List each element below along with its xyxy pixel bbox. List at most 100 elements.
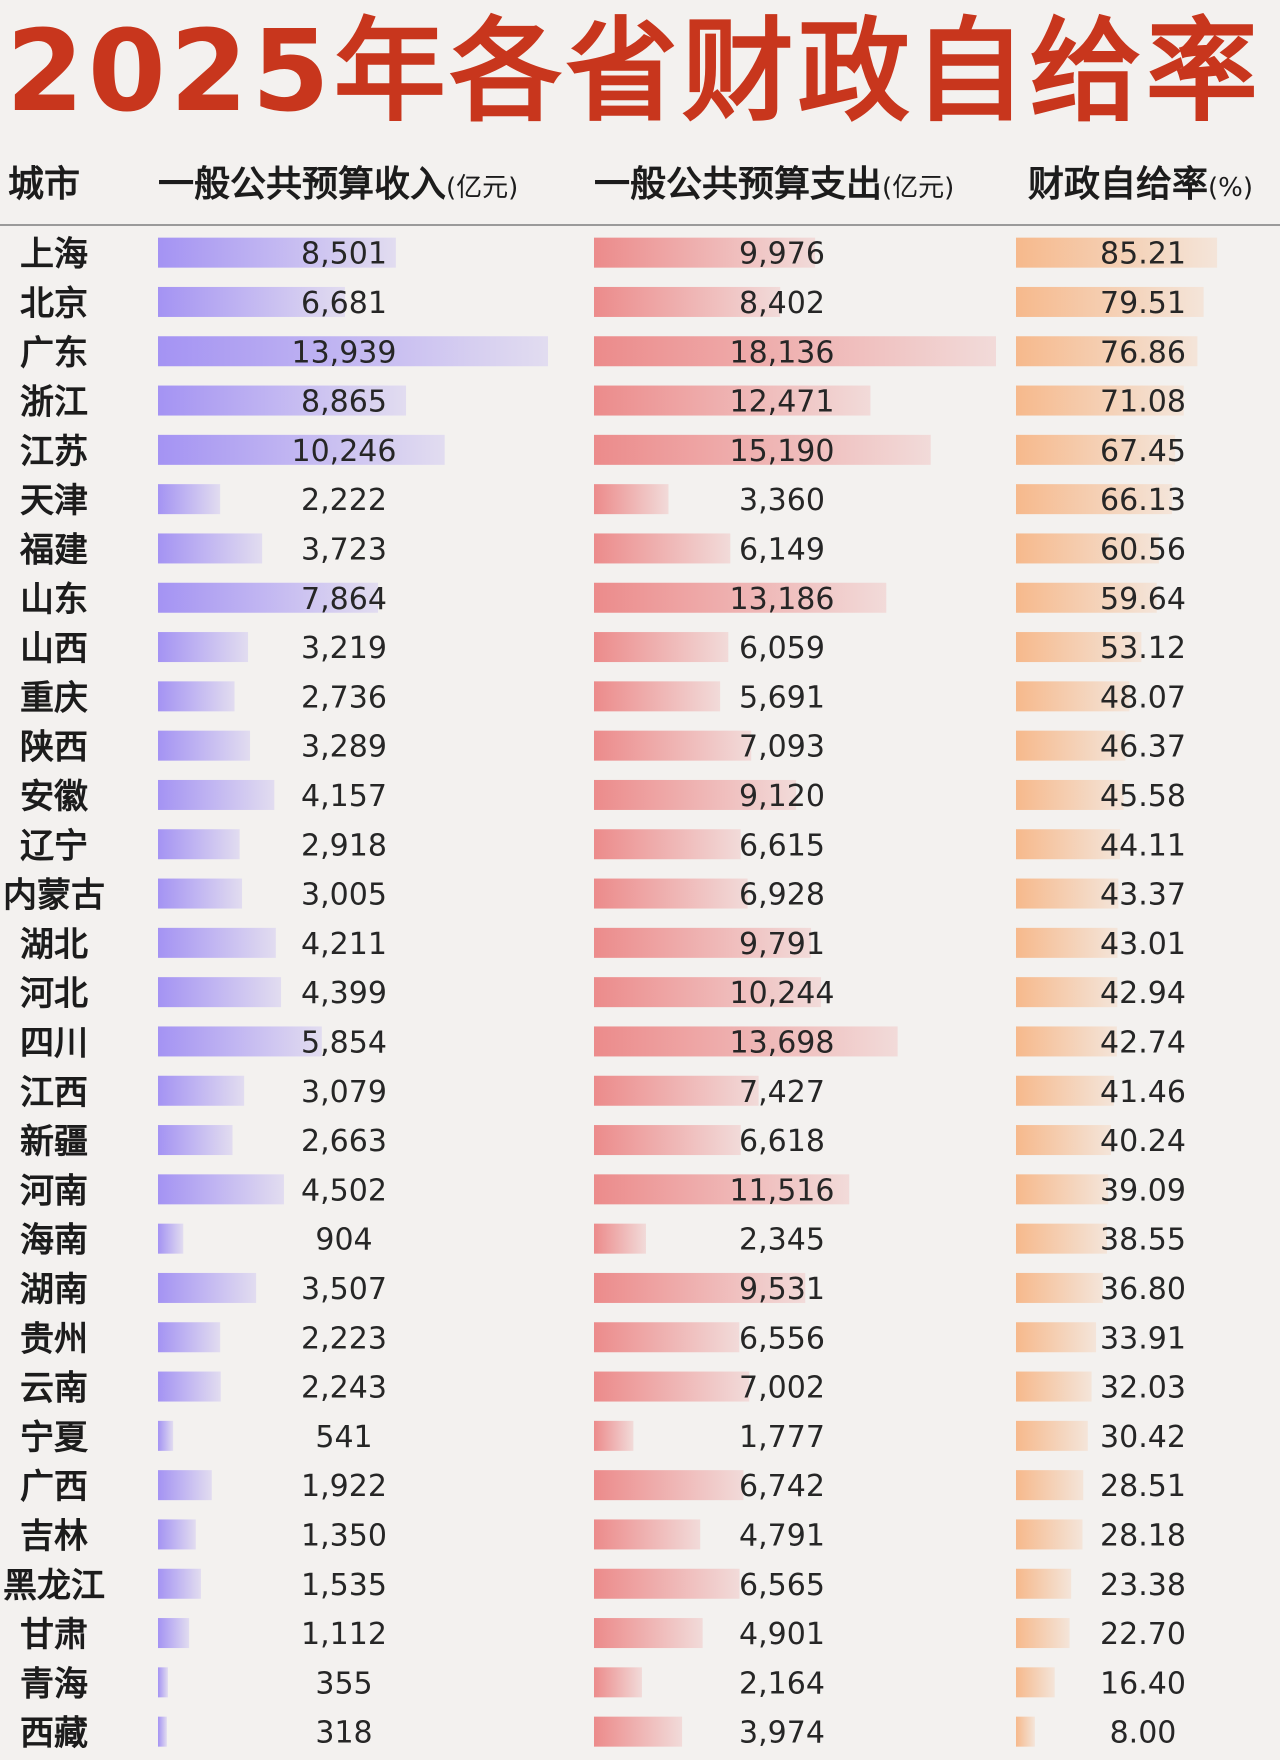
expenditure-bar bbox=[594, 1618, 703, 1649]
revenue-value-label: 13,939 bbox=[292, 335, 397, 370]
city-label: 四川 bbox=[20, 1023, 88, 1063]
table-row: 西藏 318 3,974 8.00 bbox=[20, 1714, 1176, 1754]
revenue-bar bbox=[158, 730, 251, 761]
ratio-value-label: 28.51 bbox=[1100, 1469, 1186, 1504]
city-label: 浙江 bbox=[20, 383, 88, 423]
table-row: 河北 4,399 10,244 42.94 bbox=[20, 974, 1186, 1014]
ratio-value-label: 43.01 bbox=[1100, 927, 1186, 962]
expenditure-bar bbox=[594, 286, 781, 317]
revenue-bar bbox=[158, 1174, 284, 1205]
expenditure-value-label: 3,360 bbox=[739, 483, 825, 518]
city-label: 广西 bbox=[20, 1467, 88, 1507]
revenue-value-label: 6,681 bbox=[301, 286, 387, 321]
ratio-value-label: 42.94 bbox=[1100, 976, 1186, 1011]
revenue-bar bbox=[158, 237, 396, 268]
city-label: 江苏 bbox=[20, 432, 88, 472]
city-label: 山西 bbox=[20, 629, 88, 669]
ratio-bar bbox=[1016, 484, 1173, 515]
revenue-value-label: 2,736 bbox=[301, 680, 387, 715]
expenditure-value-label: 6,565 bbox=[739, 1568, 825, 1603]
expenditure-value-label: 6,149 bbox=[739, 532, 825, 567]
table-row: 新疆 2,663 6,618 40.24 bbox=[20, 1122, 1186, 1162]
ratio-bar bbox=[1016, 1618, 1070, 1649]
revenue-bar bbox=[158, 484, 221, 515]
city-label: 江西 bbox=[20, 1073, 88, 1113]
ratio-value-label: 46.37 bbox=[1100, 730, 1186, 765]
ratio-bar bbox=[1016, 434, 1176, 465]
revenue-bar bbox=[158, 632, 249, 663]
expenditure-bar bbox=[594, 1174, 850, 1205]
ratio-bar bbox=[1016, 878, 1119, 909]
city-label: 北京 bbox=[20, 284, 88, 324]
expenditure-value-label: 13,698 bbox=[730, 1025, 835, 1060]
city-label: 青海 bbox=[20, 1664, 88, 1704]
expenditure-value-label: 9,791 bbox=[739, 927, 825, 962]
table-row: 青海 355 2,164 16.40 bbox=[20, 1664, 1186, 1704]
ratio-value-label: 85.21 bbox=[1100, 237, 1186, 272]
ratio-value-label: 30.42 bbox=[1100, 1420, 1186, 1455]
ratio-bar bbox=[1016, 1272, 1103, 1303]
revenue-value-label: 1,112 bbox=[301, 1617, 387, 1652]
expenditure-value-label: 5,691 bbox=[739, 680, 825, 715]
revenue-value-label: 904 bbox=[315, 1223, 372, 1258]
city-label: 湖北 bbox=[20, 925, 88, 965]
ratio-bar bbox=[1016, 1026, 1117, 1057]
ratio-value-label: 42.74 bbox=[1100, 1025, 1186, 1060]
expenditure-bar bbox=[594, 1322, 740, 1353]
city-label: 天津 bbox=[20, 481, 88, 521]
expenditure-value-label: 1,777 bbox=[739, 1420, 825, 1455]
expenditure-value-label: 13,186 bbox=[730, 582, 835, 617]
revenue-value-label: 8,501 bbox=[301, 237, 387, 272]
table-row: 江苏 10,246 15,190 67.45 bbox=[20, 432, 1186, 472]
header-ratio-unit: (%) bbox=[1208, 173, 1254, 203]
expenditure-bar bbox=[594, 582, 887, 613]
table-row: 福建 3,723 6,149 60.56 bbox=[19, 530, 1186, 570]
ratio-value-label: 43.37 bbox=[1100, 878, 1186, 913]
ratio-value-label: 32.03 bbox=[1100, 1371, 1186, 1406]
city-label: 宁夏 bbox=[20, 1418, 89, 1458]
ratio-value-label: 53.12 bbox=[1100, 631, 1186, 666]
expenditure-value-label: 7,093 bbox=[739, 730, 825, 765]
city-label: 重庆 bbox=[20, 678, 88, 718]
header-expenditure: 一般公共预算支出(亿元) bbox=[594, 150, 954, 220]
expenditure-bar bbox=[594, 1223, 646, 1254]
revenue-bar bbox=[158, 829, 240, 860]
expenditure-bar bbox=[594, 927, 812, 958]
table-row: 云南 2,243 7,002 32.03 bbox=[20, 1369, 1186, 1409]
ratio-bar bbox=[1016, 1371, 1092, 1402]
revenue-bar bbox=[158, 385, 407, 416]
expenditure-value-label: 6,928 bbox=[739, 878, 825, 913]
revenue-bar bbox=[158, 1371, 221, 1402]
table-row: 北京 6,681 8,402 79.51 bbox=[20, 284, 1204, 324]
city-label: 湖南 bbox=[20, 1270, 88, 1310]
expenditure-value-label: 6,618 bbox=[739, 1124, 825, 1159]
revenue-value-label: 2,918 bbox=[301, 828, 387, 863]
revenue-bar bbox=[158, 1618, 190, 1649]
table-row: 天津 2,222 3,360 66.13 bbox=[20, 481, 1186, 521]
ratio-bar bbox=[1016, 632, 1142, 663]
expenditure-value-label: 6,556 bbox=[739, 1321, 825, 1356]
table-row: 四川 5,854 13,698 42.74 bbox=[20, 1023, 1186, 1063]
expenditure-value-label: 18,136 bbox=[730, 335, 835, 370]
expenditure-bar bbox=[594, 1371, 750, 1402]
table-row: 湖北 4,211 9,791 43.01 bbox=[20, 925, 1186, 965]
header-city-label: 城市 bbox=[8, 164, 81, 205]
expenditure-value-label: 11,516 bbox=[730, 1173, 835, 1208]
ratio-bar bbox=[1016, 1174, 1109, 1205]
revenue-value-label: 355 bbox=[315, 1666, 372, 1701]
city-label: 辽宁 bbox=[20, 826, 88, 866]
revenue-value-label: 1,535 bbox=[301, 1568, 387, 1603]
ratio-value-label: 59.64 bbox=[1100, 582, 1186, 617]
revenue-value-label: 7,864 bbox=[301, 582, 387, 617]
expenditure-bar bbox=[594, 336, 996, 367]
table-row: 安徽 4,157 9,120 45.58 bbox=[20, 777, 1186, 817]
expenditure-bar bbox=[594, 484, 669, 515]
table-row: 陕西 3,289 7,093 46.37 bbox=[20, 728, 1186, 768]
expenditure-value-label: 2,345 bbox=[739, 1223, 825, 1258]
ratio-value-label: 36.80 bbox=[1100, 1272, 1186, 1307]
revenue-bar bbox=[158, 779, 275, 810]
expenditure-bar bbox=[594, 1272, 806, 1303]
table-row: 广西 1,922 6,742 28.51 bbox=[20, 1467, 1186, 1507]
ratio-bar bbox=[1016, 1223, 1107, 1254]
